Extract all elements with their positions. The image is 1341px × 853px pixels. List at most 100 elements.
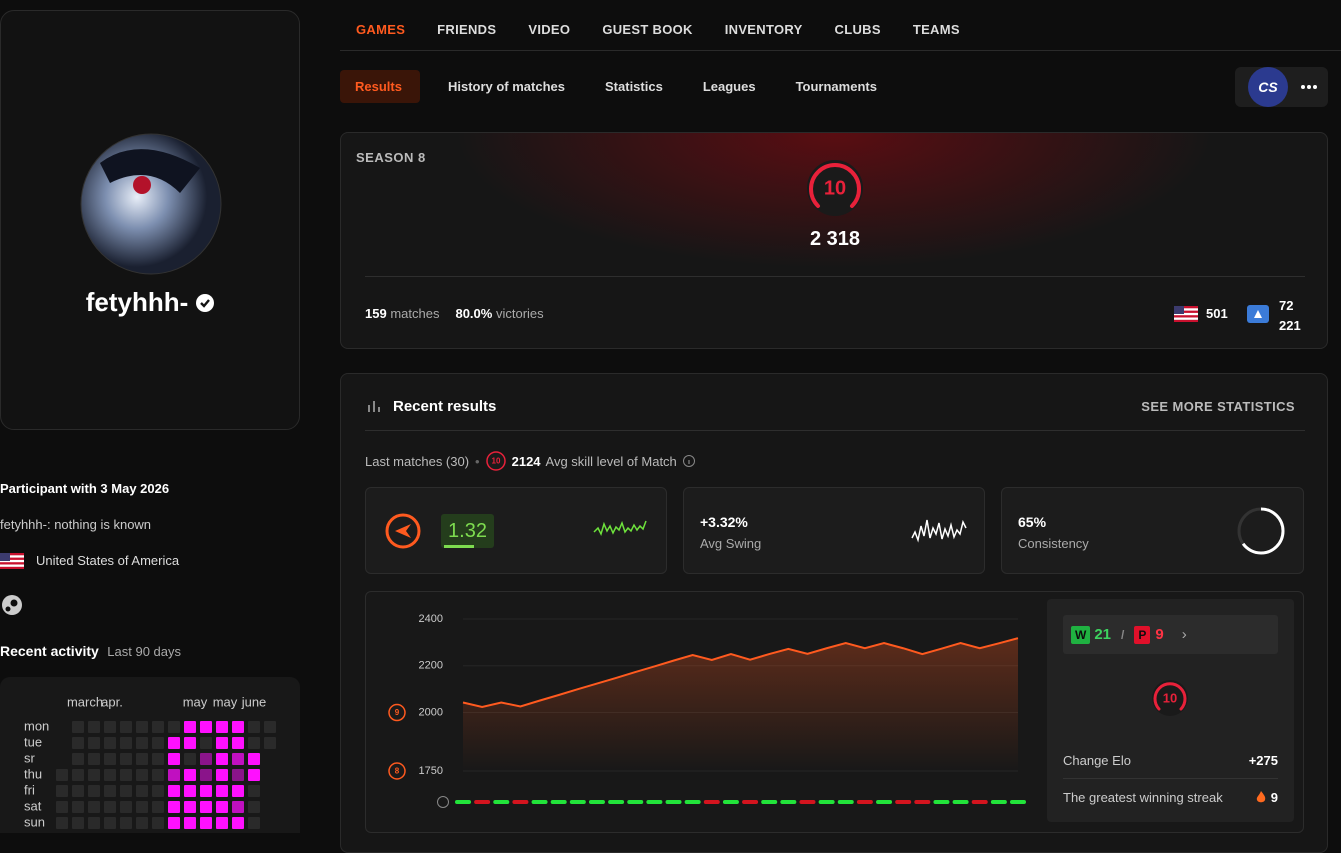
nickname: fetyhhh-: [85, 287, 189, 317]
avg-label: Avg skill level of Match: [545, 453, 677, 469]
name-row: fetyhhh-: [1, 287, 301, 318]
activity-cell: [104, 753, 116, 765]
swing-box: +3.32% Avg Swing: [683, 487, 985, 574]
activity-cell: [168, 801, 180, 813]
activity-cell: [136, 801, 148, 813]
divider: [365, 430, 1305, 431]
tab[interactable]: FRIENDS: [437, 22, 497, 37]
game-badge: CS: [1248, 67, 1288, 107]
tab[interactable]: GAMES: [356, 22, 406, 37]
country: United States of America: [36, 553, 180, 568]
month-label: apr.: [101, 694, 123, 709]
elo-area: [463, 638, 1018, 771]
tab[interactable]: VIDEO: [528, 22, 571, 37]
activity-cell: [216, 769, 228, 781]
day-label: mon: [24, 718, 49, 733]
elo-line: [462, 637, 1019, 708]
level-text: 10: [824, 177, 846, 199]
activity-cell: [88, 737, 100, 749]
activity-cell: [104, 801, 116, 813]
consistency-ring: [1237, 507, 1285, 555]
activity-cell: [216, 737, 228, 749]
kd-value: 1.32: [441, 514, 494, 548]
activity-cell: [264, 737, 276, 749]
see-more[interactable]: SEE MORE STATISTICS: [1141, 399, 1295, 414]
more-icon[interactable]: [1298, 82, 1328, 92]
tab[interactable]: TEAMS: [912, 22, 960, 37]
victories-label: victories: [495, 306, 544, 321]
steam-icon[interactable]: [1, 594, 23, 616]
activity-cell: [72, 785, 84, 797]
season-title: SEASON 8: [356, 150, 426, 165]
day-label: sun: [24, 814, 45, 829]
kd-bar: [444, 545, 474, 548]
level-icon-small: 10: [485, 451, 506, 471]
activity-cell: [248, 785, 260, 797]
kd-box: 1.32: [365, 487, 667, 574]
consistency-arc: [1237, 507, 1285, 555]
activity-cell: [248, 737, 260, 749]
divider: [1063, 778, 1278, 779]
activity-cell: [184, 721, 196, 733]
activity-cell: [152, 785, 164, 797]
activity-cell: [168, 785, 180, 797]
tab[interactable]: INVENTORY: [724, 22, 803, 37]
wl-row[interactable]: W 21 / P 9 ›: [1063, 615, 1278, 654]
game-selector[interactable]: CS: [1235, 67, 1328, 107]
activity-cell: [184, 737, 196, 749]
activity-cell: [200, 785, 212, 797]
sub-tab[interactable]: Tournaments: [795, 79, 877, 94]
season-stats: 159 matches 80.0% victories: [365, 306, 544, 321]
activity-cell: [72, 721, 84, 733]
activity-cell: [56, 801, 68, 813]
avg-row: Last matches (30) • 10 2124 Avg skill leve…: [365, 451, 696, 471]
tab[interactable]: GUEST BOOK: [602, 22, 693, 37]
change-label: Change Elo: [1063, 753, 1131, 768]
activity-cell: [152, 737, 164, 749]
swing-label: Avg Swing: [700, 536, 762, 551]
divider: [365, 276, 1305, 277]
kd-sparkline: [593, 520, 647, 537]
activity-cell: [232, 801, 244, 813]
sub-tab[interactable]: Leagues: [702, 79, 756, 94]
activity-cell: [184, 753, 196, 765]
consistency-value: 65%: [1018, 514, 1047, 530]
sub-tab[interactable]: Results: [340, 70, 420, 103]
activity-cell: [120, 721, 132, 733]
level-mark: [388, 762, 406, 780]
country-rank: 501: [1206, 306, 1228, 321]
wins-badge: W: [1071, 625, 1091, 644]
day-label: sr: [24, 750, 36, 765]
streak: 9: [1256, 790, 1278, 805]
kd-icon: [385, 513, 421, 549]
activity-title: Recent activity: [0, 643, 99, 659]
activity-cell: [200, 801, 212, 813]
activity-cell: [152, 817, 164, 829]
main-tabs: GAMES FRIENDS VIDEO GUEST BOOK INVENTORY CLUB…: [356, 22, 992, 37]
activity-cell: [232, 785, 244, 797]
info-icon[interactable]: [682, 454, 696, 468]
wins: 21: [1094, 626, 1112, 643]
activity-cell: [56, 769, 68, 781]
activity-cell: [232, 721, 244, 733]
tab[interactable]: CLUBS: [834, 22, 881, 37]
month-label: may: [213, 694, 238, 709]
us-flag: [0, 553, 24, 569]
activity-cell: [152, 721, 164, 733]
streak-label: The greatest winning streak: [1063, 790, 1223, 805]
info-icon[interactable]: [437, 796, 449, 808]
region-rank-2: 221: [1279, 318, 1301, 333]
level-mark: [388, 703, 406, 722]
day-label: tue: [24, 734, 42, 749]
sub-tab[interactable]: History of matches: [447, 79, 566, 94]
activity-cell: [104, 785, 116, 797]
last-matches: Last matches (30): [365, 453, 470, 469]
activity-cell: [104, 721, 116, 733]
day-label: sat: [24, 798, 42, 813]
y-tick-label: 2200: [419, 660, 443, 672]
activity-cell: [120, 817, 132, 829]
matches-label: matches: [390, 306, 440, 321]
activity-cell: [184, 817, 196, 829]
activity-cell: [136, 769, 148, 781]
sub-tab[interactable]: Statistics: [605, 79, 663, 94]
